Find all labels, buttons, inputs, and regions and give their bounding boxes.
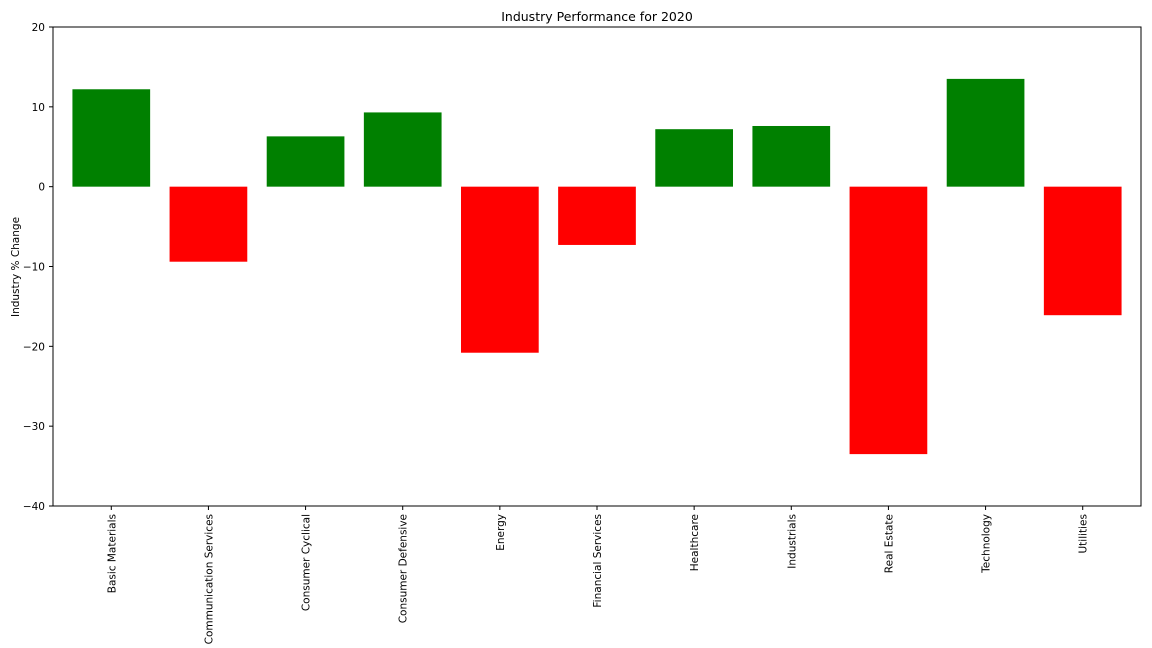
y-tick-label: −20 (23, 341, 45, 353)
x-tick-label: Consumer Defensive (398, 514, 410, 623)
x-tick-label: Consumer Cyclical (301, 514, 313, 611)
plot-area-frame (52, 26, 1142, 507)
y-axis-label: Industry % Change (10, 217, 22, 317)
y-axis-ticks: −40 −30 −20 −10 0 10 20 (23, 22, 53, 513)
y-tick-label: −30 (23, 421, 45, 433)
x-tick-label: Technology (981, 514, 993, 574)
bar-utilities (1043, 186, 1122, 316)
x-tick-label: Energy (495, 514, 507, 551)
bar-financial-services (558, 186, 636, 245)
bar-basic-materials (72, 89, 151, 187)
y-tick-label: −40 (23, 501, 45, 513)
y-tick-label: −10 (23, 262, 45, 274)
bar-healthcare (655, 129, 733, 187)
bars-group (72, 78, 1122, 455)
x-tick-label: Utilities (1078, 514, 1090, 554)
bar-industrials (752, 125, 831, 187)
bar-energy (461, 186, 539, 353)
x-tick-label: Basic Materials (106, 514, 118, 593)
y-tick-label: 0 (38, 182, 45, 194)
bar-communication-services (169, 186, 248, 262)
chart-title: Industry Performance for 2020 (501, 9, 693, 24)
x-tick-label: Financial Services (592, 514, 604, 608)
y-tick-label: 10 (32, 102, 45, 114)
bar-consumer-defensive (363, 112, 442, 187)
x-tick-label: Real Estate (883, 514, 895, 573)
y-tick-label: 20 (32, 22, 45, 34)
x-tick-label: Communication Services (203, 514, 215, 644)
bar-consumer-cyclical (266, 136, 345, 187)
x-tick-label: Healthcare (689, 514, 701, 571)
x-tick-label: Industrials (786, 514, 798, 569)
x-axis-ticks: Basic Materials Communication Services Con… (106, 506, 1090, 644)
bar-real-estate (849, 186, 928, 455)
bar-technology (946, 78, 1025, 187)
